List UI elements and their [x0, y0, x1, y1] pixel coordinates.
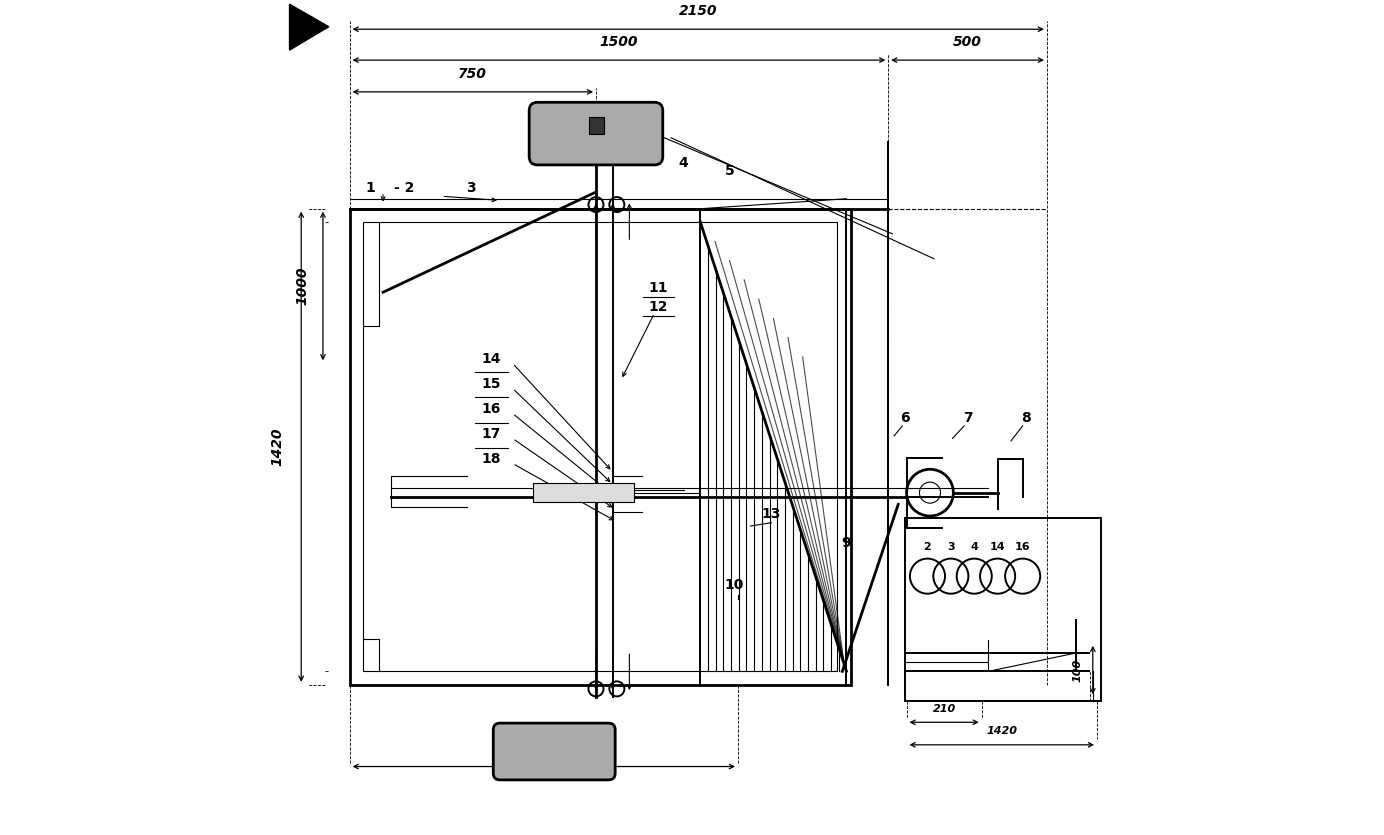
Bar [363, 222, 837, 671]
Text: 4: 4 [970, 542, 978, 552]
Text: 6: 6 [900, 411, 909, 425]
Text: 14: 14 [990, 542, 1005, 552]
Text: 12: 12 [649, 300, 668, 314]
Text: 2150: 2150 [680, 4, 717, 18]
Text: 1000: 1000 [295, 266, 309, 306]
Text: 210: 210 [933, 704, 956, 714]
Text: 15: 15 [482, 377, 501, 392]
FancyBboxPatch shape [529, 103, 663, 165]
Text: 17: 17 [482, 428, 501, 442]
Text: 5: 5 [725, 164, 735, 179]
Polygon shape [289, 4, 329, 50]
Text: - 2: - 2 [393, 181, 414, 195]
Bar [533, 483, 634, 502]
Text: 4: 4 [678, 156, 688, 170]
FancyBboxPatch shape [493, 723, 614, 780]
Text: 3: 3 [466, 181, 476, 195]
Text: 9: 9 [841, 536, 851, 550]
Text: 900: 900 [529, 741, 558, 756]
Bar [905, 518, 1102, 701]
Text: 1: 1 [365, 181, 375, 195]
Text: 3: 3 [947, 542, 955, 552]
Bar [590, 117, 605, 134]
Text: 500: 500 [954, 35, 983, 49]
Text: 8: 8 [1021, 411, 1031, 425]
Text: 18: 18 [482, 453, 501, 467]
Text: 1500: 1500 [599, 35, 638, 49]
Bar [350, 209, 851, 685]
Text: 750: 750 [458, 67, 487, 81]
Text: 13: 13 [761, 507, 781, 521]
Text: 11: 11 [649, 281, 668, 296]
Text: 1420: 1420 [987, 726, 1017, 736]
Text: 14: 14 [482, 352, 501, 367]
Text: 7: 7 [963, 411, 973, 425]
Text: 100: 100 [1073, 659, 1082, 681]
Text: 16: 16 [482, 402, 501, 417]
Text: 2: 2 [923, 542, 931, 552]
Text: 16: 16 [1014, 542, 1031, 552]
Text: 1420: 1420 [271, 428, 285, 466]
Text: 10: 10 [724, 578, 743, 592]
